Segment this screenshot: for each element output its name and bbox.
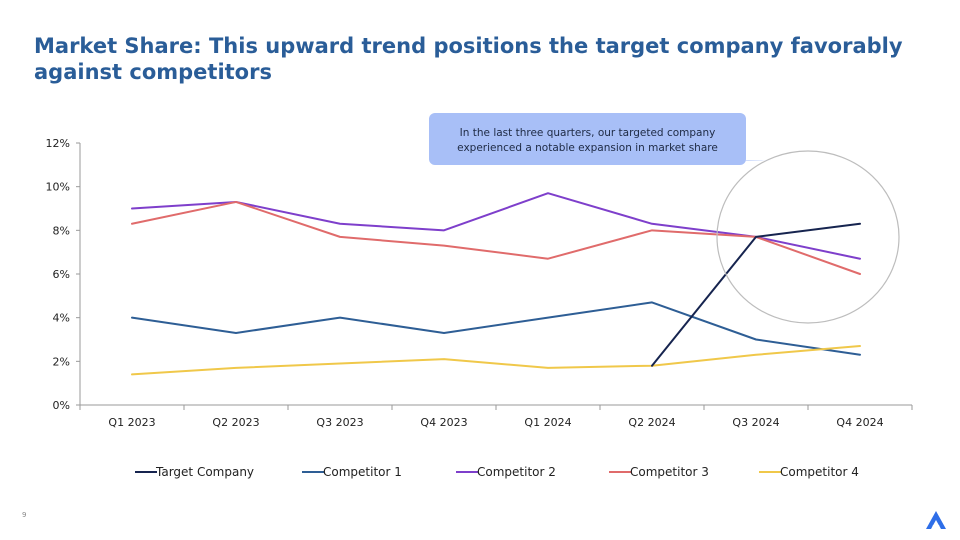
y-tick-label: 8%	[53, 224, 70, 237]
y-tick-label: 6%	[53, 268, 70, 281]
x-tick-label: Q1 2024	[524, 416, 571, 429]
legend-label: Competitor 2	[477, 465, 556, 479]
page-number: 9	[22, 511, 27, 519]
slide-title: Market Share: This upward trend position…	[34, 34, 903, 84]
legend-label: Competitor 3	[630, 465, 709, 479]
x-tick-label: Q1 2023	[108, 416, 155, 429]
series-line-competitor-4	[131, 345, 861, 376]
callout-box: In the last three quarters, our targeted…	[429, 113, 746, 165]
x-tick-label: Q3 2023	[316, 416, 363, 429]
x-tick-label: Q2 2023	[212, 416, 259, 429]
x-tick-label: Q3 2024	[732, 416, 779, 429]
series-line-competitor-2	[131, 192, 861, 260]
legend-label: Competitor 4	[780, 465, 859, 479]
series-line-competitor-3	[131, 200, 861, 275]
callout-text: In the last three quarters, our targeted…	[457, 127, 718, 154]
y-tick-label: 10%	[46, 181, 70, 194]
y-tick-label: 4%	[53, 312, 70, 325]
highlight-circle	[716, 150, 900, 324]
brand-logo-icon	[926, 511, 946, 529]
series-line-competitor-1	[131, 301, 861, 356]
y-tick-label: 2%	[53, 355, 70, 368]
legend-label: Competitor 1	[323, 465, 402, 479]
series-line-target-company	[651, 222, 861, 367]
legend-label: Target Company	[155, 465, 254, 479]
y-tick-label: 0%	[53, 399, 70, 412]
x-tick-label: Q4 2023	[420, 416, 467, 429]
x-tick-label: Q4 2024	[836, 416, 883, 429]
y-tick-label: 12%	[46, 137, 70, 150]
x-tick-label: Q2 2024	[628, 416, 675, 429]
